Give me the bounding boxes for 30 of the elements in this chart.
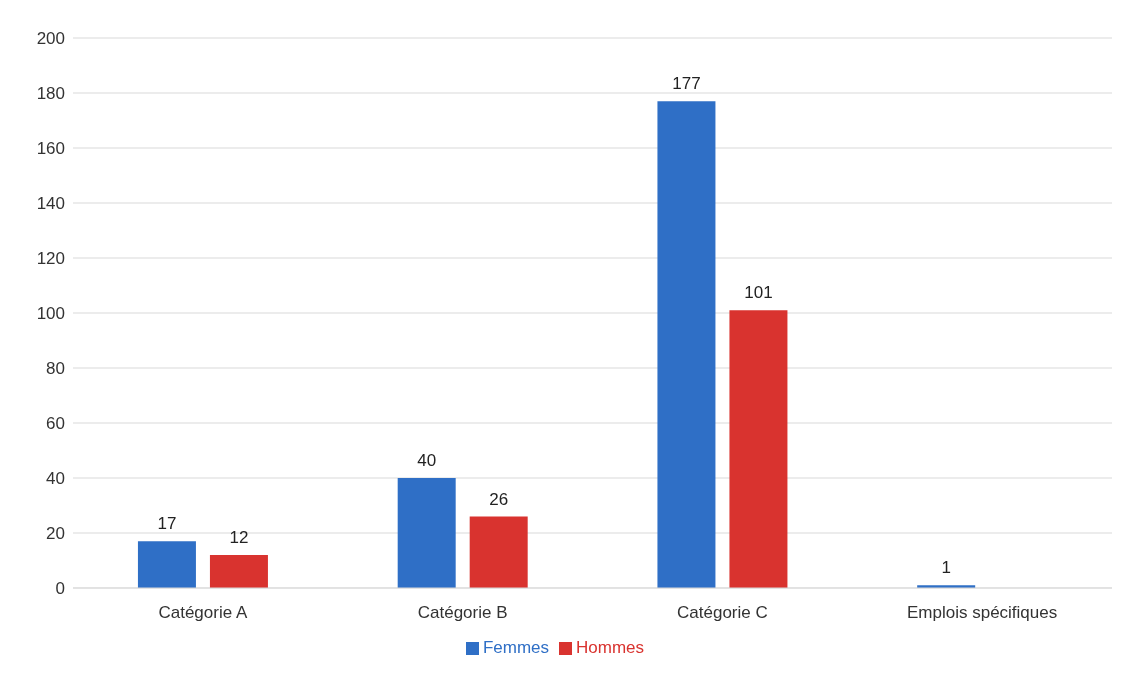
y-tick-label: 0 <box>55 579 65 599</box>
y-tick-label: 120 <box>36 249 65 269</box>
bar <box>137 541 196 588</box>
bar <box>657 101 716 588</box>
bar <box>729 310 788 588</box>
y-tick-label: 40 <box>46 469 65 489</box>
y-tick-label: 60 <box>46 414 65 434</box>
data-label: 101 <box>744 283 773 303</box>
legend-label: Femmes <box>482 638 550 657</box>
data-label: 40 <box>417 451 437 470</box>
y-tick-label: 160 <box>36 139 65 159</box>
data-label: 12 <box>229 528 249 547</box>
x-tick-label: Catégorie A <box>158 603 248 623</box>
bar <box>209 555 268 588</box>
x-tick-label: Catégorie C <box>677 603 768 623</box>
bar <box>469 516 528 588</box>
y-tick-label: 180 <box>36 84 65 104</box>
x-tick-label: Emplois spécifiques <box>907 603 1058 623</box>
data-label: 26 <box>489 489 509 509</box>
y-tick-label: 80 <box>46 359 65 379</box>
y-tick-label: 100 <box>36 304 65 324</box>
data-label: 1 <box>941 558 951 578</box>
legend-label: Hommes <box>576 638 645 657</box>
data-label: 17 <box>157 514 177 534</box>
data-label: 177 <box>672 74 701 94</box>
y-tick-label: 140 <box>36 194 65 214</box>
bar <box>397 478 456 588</box>
y-tick-label: 200 <box>36 29 65 49</box>
y-tick-label: 20 <box>46 524 65 544</box>
x-tick-label: Catégorie B <box>417 603 508 623</box>
